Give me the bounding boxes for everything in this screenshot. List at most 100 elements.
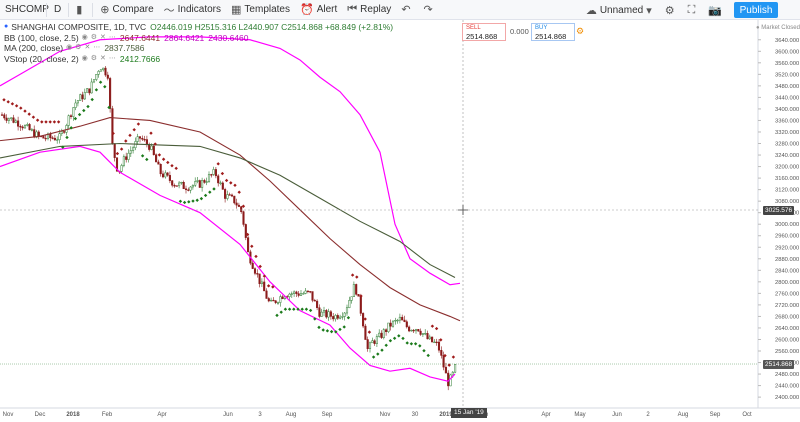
replay-button[interactable]: ⏮ Replay bbox=[342, 0, 396, 20]
layout-menu-button[interactable]: ☁ Unnamed ▾ bbox=[581, 0, 660, 20]
collapse-arrow-icon[interactable]: ● bbox=[4, 23, 9, 30]
candle-down bbox=[106, 74, 109, 79]
candle-down bbox=[258, 273, 261, 285]
chart-style-button[interactable]: ▮ bbox=[71, 0, 90, 20]
vstop-down-marker bbox=[170, 164, 174, 168]
candle-up bbox=[396, 319, 399, 322]
candle-down bbox=[362, 313, 365, 327]
close-icon[interactable]: ✕ bbox=[100, 33, 106, 41]
candle-up bbox=[339, 316, 342, 319]
candle-down bbox=[355, 284, 358, 295]
trade-widget: SELL 2514.868 0.000 BUY 2514.868 ⚙ bbox=[462, 23, 586, 41]
candle-up bbox=[290, 293, 293, 295]
symbol-search[interactable]: SHCOMP bbox=[0, 0, 49, 20]
candle-down bbox=[336, 315, 339, 319]
eye-icon[interactable]: ◉ bbox=[81, 33, 88, 41]
interval-button[interactable]: D bbox=[49, 0, 66, 20]
eye-icon[interactable]: ◉ bbox=[81, 54, 88, 62]
vstop-down-marker bbox=[31, 115, 36, 119]
candle-up bbox=[270, 299, 273, 302]
vstop-up-marker bbox=[86, 104, 90, 109]
indicators-button[interactable]: 〜 Indicators bbox=[159, 0, 226, 20]
sell-button[interactable]: SELL 2514.868 bbox=[462, 23, 506, 41]
layout-name-label: Unnamed bbox=[599, 4, 644, 16]
candle-up bbox=[72, 107, 75, 117]
screenshot-button[interactable]: 📷 bbox=[703, 0, 730, 20]
candle-down bbox=[263, 281, 266, 292]
compare-button[interactable]: ⊕ Compare bbox=[95, 0, 158, 20]
settings-gear-icon[interactable]: ⚙ bbox=[576, 26, 585, 36]
price-tick-label: 3520.000 bbox=[775, 72, 799, 78]
candle-up bbox=[60, 131, 63, 134]
alert-button[interactable]: ⏰ Alert bbox=[295, 0, 342, 20]
price-tick-label: 2640.000 bbox=[775, 326, 799, 332]
vstop-down-marker bbox=[40, 120, 44, 124]
more-icon[interactable]: ⋯ bbox=[108, 54, 116, 62]
candle-down bbox=[419, 330, 422, 335]
settings-small-icon[interactable]: ⚙ bbox=[90, 33, 98, 41]
candle-up bbox=[260, 281, 263, 285]
vstop-down-marker bbox=[233, 183, 237, 187]
candle-up bbox=[348, 300, 351, 308]
vstop-down-marker bbox=[115, 151, 120, 156]
price-tick-label: 2400.000 bbox=[775, 395, 799, 401]
candle-down bbox=[187, 189, 190, 191]
candle-down bbox=[143, 139, 146, 141]
redo-button[interactable]: ↷ bbox=[419, 0, 441, 20]
settings-button[interactable]: ⚙ bbox=[660, 0, 683, 20]
chart-pane[interactable]: 3640.000 3600.000 3560.000 3520.000 3480.000… bbox=[0, 20, 800, 422]
candle-down bbox=[81, 94, 84, 100]
candle-up bbox=[90, 81, 93, 94]
candles-icon: ▮ bbox=[76, 4, 83, 16]
legend-ma-row: MA (200, close) ◉ ⚙ ✕ ⋯ 2837.7586 bbox=[4, 43, 393, 54]
close-icon[interactable]: ✕ bbox=[84, 44, 91, 51]
price-tick-label: 2480.000 bbox=[775, 372, 799, 378]
fullscreen-button[interactable]: ⛶ bbox=[683, 0, 704, 20]
candle-down bbox=[184, 188, 188, 191]
candle-up bbox=[122, 156, 125, 166]
crosshair-price-tag: 3025.576 bbox=[763, 205, 795, 215]
candle-down bbox=[166, 172, 169, 176]
candle-up bbox=[136, 136, 139, 142]
undo-button[interactable]: ↶ bbox=[396, 0, 418, 20]
vstop-up-marker bbox=[212, 187, 216, 191]
more-icon[interactable]: ⋯ bbox=[108, 33, 116, 41]
candle-up bbox=[212, 169, 215, 175]
vstop-down-marker bbox=[153, 142, 157, 146]
candle-down bbox=[111, 108, 114, 144]
more-icon[interactable]: ⋯ bbox=[93, 44, 101, 51]
top-toolbar: SHCOMP D ▮ ⊕ Compare 〜 Indicators ▦ Templat… bbox=[0, 0, 800, 20]
candle-up bbox=[129, 150, 132, 154]
compare-label: Compare bbox=[112, 4, 154, 15]
candle-down bbox=[329, 311, 332, 317]
settings-small-icon[interactable]: ⚙ bbox=[90, 54, 98, 62]
candle-up bbox=[378, 332, 381, 337]
candle-up bbox=[343, 312, 346, 317]
eye-icon[interactable]: ◉ bbox=[66, 44, 73, 51]
candle-down bbox=[230, 194, 234, 197]
time-tick-label: May bbox=[574, 412, 585, 418]
price-chart[interactable]: 3640.000 3600.000 3560.000 3520.000 3480.000… bbox=[0, 20, 800, 422]
candle-down bbox=[221, 182, 224, 190]
vstop-down-marker bbox=[6, 100, 10, 104]
close-icon[interactable]: ✕ bbox=[100, 54, 106, 62]
candle-down bbox=[332, 316, 335, 320]
candle-up bbox=[288, 293, 291, 297]
candle-up bbox=[164, 172, 167, 178]
candle-down bbox=[247, 237, 250, 253]
vstop-up-marker bbox=[191, 199, 195, 203]
publish-button[interactable]: Publish bbox=[734, 2, 778, 18]
legend-bb-upper: 2864.6421 bbox=[164, 32, 205, 43]
buy-button[interactable]: BUY 2514.868 bbox=[531, 23, 575, 41]
vstop-down-marker bbox=[149, 131, 153, 135]
candle-down bbox=[265, 290, 268, 299]
candle-down bbox=[366, 339, 369, 349]
price-tick-label: 3080.000 bbox=[775, 199, 799, 205]
candle-down bbox=[401, 316, 404, 321]
candle-down bbox=[311, 291, 314, 301]
settings-small-icon[interactable]: ⚙ bbox=[75, 44, 82, 51]
toolbar-divider bbox=[46, 2, 47, 17]
sell-price: 2514.868 bbox=[466, 32, 498, 41]
templates-button[interactable]: ▦ Templates bbox=[226, 0, 295, 20]
candle-up bbox=[350, 296, 353, 301]
